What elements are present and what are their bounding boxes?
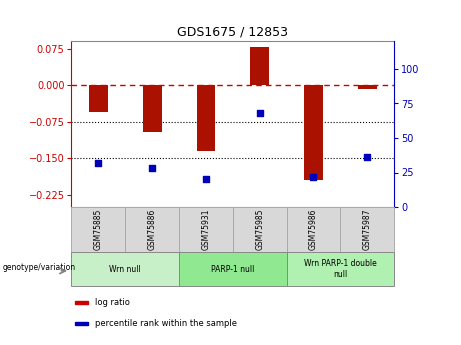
Point [256, 110, 263, 116]
Bar [143, 85, 161, 131]
Text: GSM75931: GSM75931 [201, 209, 210, 250]
Point [148, 166, 156, 171]
Bar [340, 207, 394, 252]
Bar [179, 207, 233, 252]
Bar [250, 47, 269, 85]
Text: GSM75985: GSM75985 [255, 209, 264, 250]
Bar [287, 207, 340, 252]
Bar [233, 207, 287, 252]
Text: GSM75886: GSM75886 [148, 209, 157, 250]
Bar [179, 252, 287, 286]
Point [310, 174, 317, 179]
Text: Wrn null: Wrn null [109, 265, 141, 274]
Bar [125, 207, 179, 252]
Title: GDS1675 / 12853: GDS1675 / 12853 [177, 26, 288, 39]
Text: GSM75987: GSM75987 [363, 209, 372, 250]
Point [202, 177, 210, 182]
Bar [75, 301, 88, 304]
Bar [71, 252, 179, 286]
Text: GSM75885: GSM75885 [94, 209, 103, 250]
Text: GSM75986: GSM75986 [309, 209, 318, 250]
Bar [75, 322, 88, 325]
Bar [304, 85, 323, 180]
Bar [358, 85, 377, 89]
Point [95, 160, 102, 166]
Text: Wrn PARP-1 double
null: Wrn PARP-1 double null [304, 259, 377, 279]
Point [364, 155, 371, 160]
Text: PARP-1 null: PARP-1 null [211, 265, 254, 274]
Bar [196, 85, 215, 151]
Bar [89, 85, 108, 112]
Text: genotype/variation: genotype/variation [3, 263, 76, 272]
Bar [71, 207, 125, 252]
Text: percentile rank within the sample: percentile rank within the sample [95, 319, 236, 328]
Text: log ratio: log ratio [95, 298, 130, 307]
Bar [287, 252, 394, 286]
